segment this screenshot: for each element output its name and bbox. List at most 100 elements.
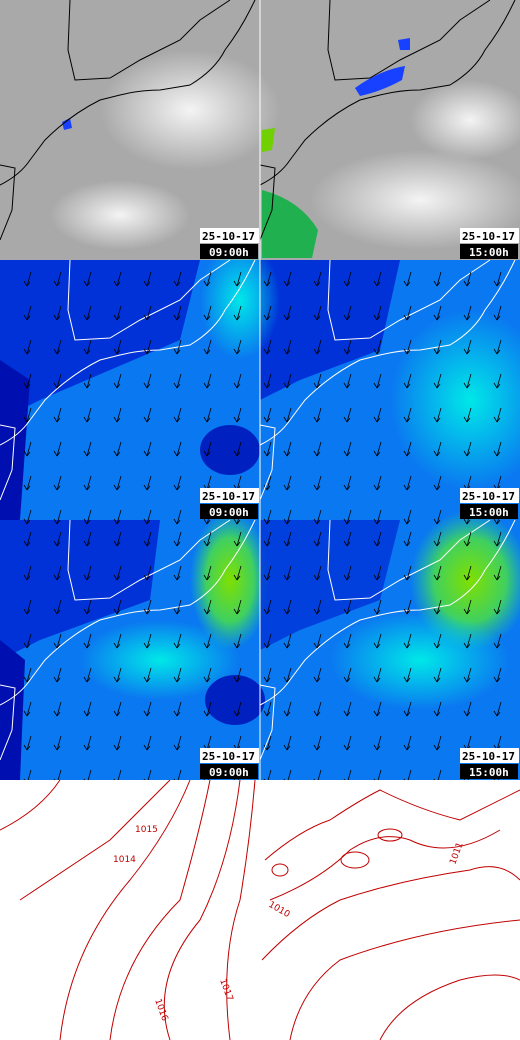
wind-arrow [263, 407, 272, 423]
wind-arrow [113, 509, 122, 525]
isobar [19, 779, 171, 901]
wind-arrow [493, 305, 502, 321]
wind-arrow [83, 441, 92, 457]
wind-arrow [493, 373, 502, 389]
wind-arrow [23, 735, 32, 751]
wind-arrow [433, 735, 442, 751]
wind-arrow [203, 565, 212, 581]
wind-arrow [373, 271, 382, 287]
wind-arrow [493, 271, 502, 287]
wind-arrow [203, 599, 212, 615]
isobar [226, 779, 256, 1040]
date-box [460, 488, 519, 503]
wind-arrow [313, 441, 322, 457]
wind-arrow [463, 531, 472, 547]
wind-arrow [143, 407, 152, 423]
wind-arrow [173, 305, 182, 321]
wind-arrow [83, 339, 92, 355]
wind-arrow [203, 701, 212, 717]
geo-lines [0, 259, 272, 525]
rain-cell [262, 128, 275, 152]
wind-arrow [493, 701, 502, 717]
wind-arrow [403, 633, 412, 649]
time-label: 15:00h [469, 246, 509, 259]
date-box [200, 228, 259, 243]
wind-arrow [283, 633, 292, 649]
wind-arrow [283, 475, 292, 491]
date-label: 25-10-17 [202, 750, 255, 763]
wind-arrow [203, 441, 212, 457]
wind-arrow [233, 305, 242, 321]
wind-arrow [373, 509, 382, 525]
wind-arrow [403, 441, 412, 457]
wind-arrow [283, 339, 292, 355]
wind-arrow [173, 373, 182, 389]
wind-arrow [23, 305, 32, 321]
rain-cell [262, 190, 318, 258]
wind-arrow [283, 667, 292, 683]
wind-arrow [373, 305, 382, 321]
isobar [340, 851, 370, 869]
isobar [261, 866, 520, 961]
wind-arrow [313, 565, 322, 581]
wind-arrow [23, 339, 32, 355]
wind-arrow [113, 667, 122, 683]
wind-arrow [433, 531, 442, 547]
date-box [460, 228, 519, 243]
wind-arrow [433, 633, 442, 649]
wind-arrow [143, 735, 152, 751]
wind-arrow [403, 407, 412, 423]
wind-arrow [493, 407, 502, 423]
wind-arrow [403, 531, 412, 547]
wind-arrow [373, 531, 382, 547]
wind-arrow [143, 509, 152, 525]
wind-zone [200, 425, 260, 475]
wind-arrow [113, 305, 122, 321]
isobar [109, 779, 211, 1040]
isobars [0, 779, 520, 1040]
coastline [0, 259, 256, 446]
wind-arrow [173, 633, 182, 649]
wind-arrow [433, 667, 442, 683]
wind-arrow [403, 339, 412, 355]
wind-arrow [23, 531, 32, 547]
time-label: 09:00h [209, 766, 249, 779]
border [0, 519, 231, 761]
wind-arrow [283, 701, 292, 717]
wind-arrow [263, 667, 272, 683]
wind-arrow [463, 305, 472, 321]
wind-arrow [493, 441, 502, 457]
wind-arrow [463, 441, 472, 457]
wind-arrow [233, 271, 242, 287]
wind-arrow [373, 633, 382, 649]
wind-arrow [343, 271, 352, 287]
wind-arrow [53, 735, 62, 751]
wind-arrow [143, 475, 152, 491]
wind-arrow [343, 305, 352, 321]
wind-zone [260, 260, 400, 400]
wind-arrow [283, 565, 292, 581]
wind-arrow [403, 701, 412, 717]
wind-arrow [313, 271, 322, 287]
date-box [200, 748, 259, 763]
wind-arrow [463, 701, 472, 717]
wind-arrow [283, 599, 292, 615]
isobar [269, 829, 501, 901]
wind-arrow [203, 407, 212, 423]
wind-arrow [203, 271, 212, 287]
wind-arrow [263, 509, 272, 525]
rain-cell [355, 66, 405, 96]
wind-arrow [343, 441, 352, 457]
wind-arrow [173, 441, 182, 457]
wind-arrow [173, 509, 182, 525]
wind-arrow [83, 305, 92, 321]
wind-arrow [493, 565, 502, 581]
wind-arrow [233, 373, 242, 389]
wind-arrow [23, 407, 32, 423]
wind-arrow [83, 565, 92, 581]
wind-arrow [283, 735, 292, 751]
wind-arrow [343, 475, 352, 491]
cloud [310, 150, 520, 250]
wind-arrow [113, 531, 122, 547]
